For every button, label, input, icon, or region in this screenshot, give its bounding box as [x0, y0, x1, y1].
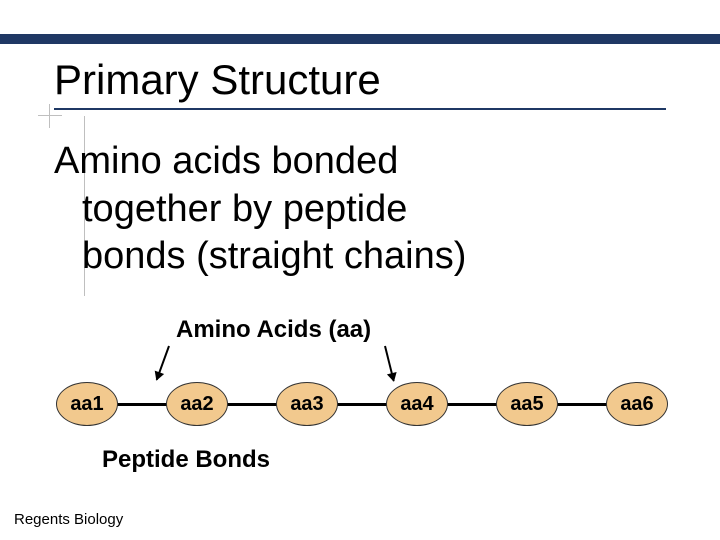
body-text: Amino acids bonded together by peptide b… — [54, 138, 654, 281]
amino-acid-chain: aa1 aa2 aa3 aa4 aa5 aa6 — [56, 382, 696, 438]
body-line-3: bonds (straight chains) — [54, 233, 654, 281]
amino-acid-node: aa2 — [166, 382, 228, 426]
peptide-bond — [336, 403, 388, 406]
amino-acid-node: aa4 — [386, 382, 448, 426]
peptide-bond — [556, 403, 608, 406]
slide-title: Primary Structure — [54, 56, 666, 108]
amino-acid-node: aa5 — [496, 382, 558, 426]
body-line-1: Amino acids bonded — [54, 140, 398, 182]
arrow-to-node-icon — [384, 346, 395, 381]
body-line-2: together by peptide — [54, 186, 654, 234]
amino-acid-node: aa1 — [56, 382, 118, 426]
title-container: Primary Structure — [54, 56, 666, 110]
amino-acid-node: aa6 — [606, 382, 668, 426]
arrow-to-node-icon — [156, 346, 170, 381]
amino-acids-label: Amino Acids (aa) — [176, 316, 371, 344]
amino-acid-node: aa3 — [276, 382, 338, 426]
peptide-bonds-label: Peptide Bonds — [102, 446, 270, 474]
top-accent-band — [0, 34, 720, 44]
peptide-bond — [446, 403, 498, 406]
footer-text: Regents Biology — [14, 511, 123, 528]
peptide-bond — [116, 403, 168, 406]
peptide-bond — [226, 403, 278, 406]
